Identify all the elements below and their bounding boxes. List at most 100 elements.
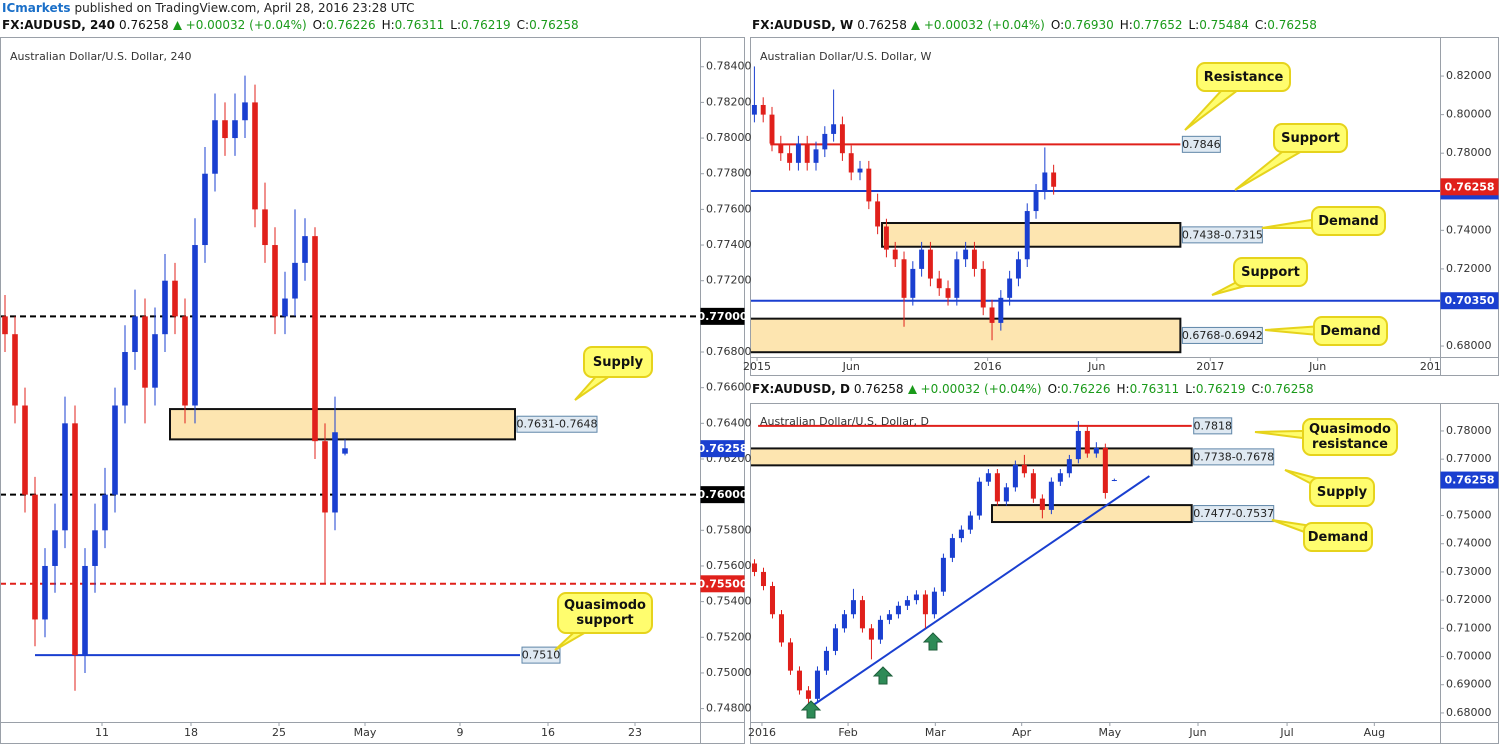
- stat-label: L:: [450, 18, 462, 32]
- candle-body: [52, 530, 58, 566]
- candle-body: [1015, 259, 1021, 279]
- candle-body: [172, 280, 178, 317]
- stat: C:0.76258: [515, 18, 579, 32]
- candle-body: [1084, 430, 1090, 454]
- candle-body: [910, 268, 916, 298]
- x-tick-label: Jul: [1279, 726, 1293, 739]
- candle-body: [1042, 172, 1048, 192]
- x-tick-label: 2015: [743, 360, 771, 373]
- info-line: FX:AUDUSD, W 0.76258 +0.00032 (+0.04%) O:0.…: [752, 18, 1317, 32]
- candle-body: [332, 432, 338, 513]
- stat: C:0.76258: [1250, 382, 1314, 396]
- candle-body: [112, 405, 118, 495]
- chart-title: Australian Dollar/U.S. Dollar, D: [760, 415, 929, 428]
- y-tick-label: 0.76800: [706, 345, 752, 358]
- candle-body: [936, 278, 942, 289]
- candle-body: [1024, 211, 1030, 260]
- candle-body: [848, 153, 854, 173]
- x-tick-label: 2016: [974, 360, 1002, 373]
- stat-value: 0.76930: [1064, 18, 1114, 32]
- zone: [881, 222, 1182, 248]
- candle-body: [62, 423, 68, 531]
- stat-value: 0.76226: [325, 18, 376, 32]
- level-label-box: [1193, 417, 1233, 435]
- candle-body: [940, 557, 946, 592]
- plot-area: [751, 66, 1440, 354]
- zone-label-box: [1181, 226, 1263, 244]
- candle-body: [913, 594, 919, 601]
- candle-body: [42, 565, 48, 620]
- signal-arrow: [800, 700, 822, 719]
- candle-body: [32, 494, 38, 620]
- x-tick-label: 9: [457, 726, 464, 739]
- candle-body: [949, 538, 955, 558]
- change: +0.00032 (+0.04%): [185, 18, 307, 32]
- zone: [751, 317, 1182, 354]
- change: +0.00032 (+0.04%): [923, 18, 1045, 32]
- candle-body: [886, 614, 892, 620]
- x-tick-label: Jun: [1308, 360, 1326, 373]
- y-tick-label: 0.77800: [706, 167, 752, 180]
- x-tick-label: May: [354, 726, 377, 739]
- x-tick-label: Jun: [1087, 360, 1105, 373]
- candle-body: [1066, 459, 1072, 474]
- level-label: 0.7510: [522, 649, 561, 662]
- x-tick-label: 23: [628, 726, 642, 739]
- callout: Quasimodo resistance: [1302, 418, 1398, 456]
- up-arrow-shape: [172, 20, 182, 30]
- stat: O:0.76226: [311, 18, 376, 32]
- header: ICmarkets published on TradingView.com, A…: [2, 1, 415, 15]
- candle-body: [342, 448, 348, 454]
- x-tick-label: 11: [95, 726, 109, 739]
- plot-area: [1, 75, 700, 691]
- stat-value: 0.76219: [1195, 382, 1246, 396]
- change: +0.00032 (+0.04%): [920, 382, 1042, 396]
- x-tick-label: Feb: [838, 726, 857, 739]
- x-tick-label: 25: [272, 726, 286, 739]
- y-tick-label: 0.77600: [706, 202, 752, 215]
- zone-label: 0.7477-0.7537: [1193, 507, 1274, 520]
- candle-body: [72, 423, 78, 656]
- candle-body: [1051, 172, 1057, 187]
- candle-body: [814, 670, 820, 699]
- stat-label: C:: [516, 18, 530, 32]
- stat: H:0.76311: [1114, 382, 1179, 396]
- zone-label-box: [516, 415, 598, 433]
- level-label: 0.76000: [697, 488, 747, 501]
- level-label: 0.77000: [697, 310, 747, 323]
- candle-body: [831, 124, 837, 134]
- candle-body: [850, 600, 856, 615]
- candle-body: [958, 529, 964, 539]
- stat-value: 0.76226: [1060, 382, 1111, 396]
- candle-body: [839, 124, 845, 154]
- candle-body: [857, 168, 863, 173]
- stat-value: 0.76258: [1263, 382, 1314, 396]
- candle-body: [868, 628, 874, 640]
- up-arrow: [910, 20, 920, 30]
- callout: Support: [1273, 123, 1348, 153]
- y-tick-label: 0.77400: [706, 238, 752, 251]
- candle-body: [12, 334, 18, 406]
- candle-body: [892, 249, 898, 260]
- x-tick-label: 18: [184, 726, 198, 739]
- candle-body: [272, 245, 278, 317]
- zone-label: 0.7631-0.7648: [517, 418, 598, 431]
- level-label: 0.75500: [697, 577, 747, 590]
- candle-body: [805, 690, 811, 699]
- stat-value: 0.76311: [394, 18, 445, 32]
- candle-body: [796, 670, 802, 691]
- stat-label: O:: [1047, 382, 1061, 396]
- candle-body: [2, 316, 8, 335]
- candle-body: [919, 249, 925, 269]
- zone-label: 0.7438-0.7315: [1182, 228, 1263, 241]
- candle-body: [804, 143, 810, 163]
- x-tick-label: 2016: [748, 726, 776, 739]
- candle-body: [945, 288, 951, 298]
- callout: Demand: [1313, 316, 1388, 346]
- candle-body: [778, 614, 785, 643]
- price-label: 0.76258: [697, 442, 747, 455]
- candle-body: [162, 280, 168, 335]
- x-tick-label: Aug: [1364, 726, 1385, 739]
- callout: Demand: [1311, 206, 1386, 236]
- signal-arrow: [872, 666, 894, 685]
